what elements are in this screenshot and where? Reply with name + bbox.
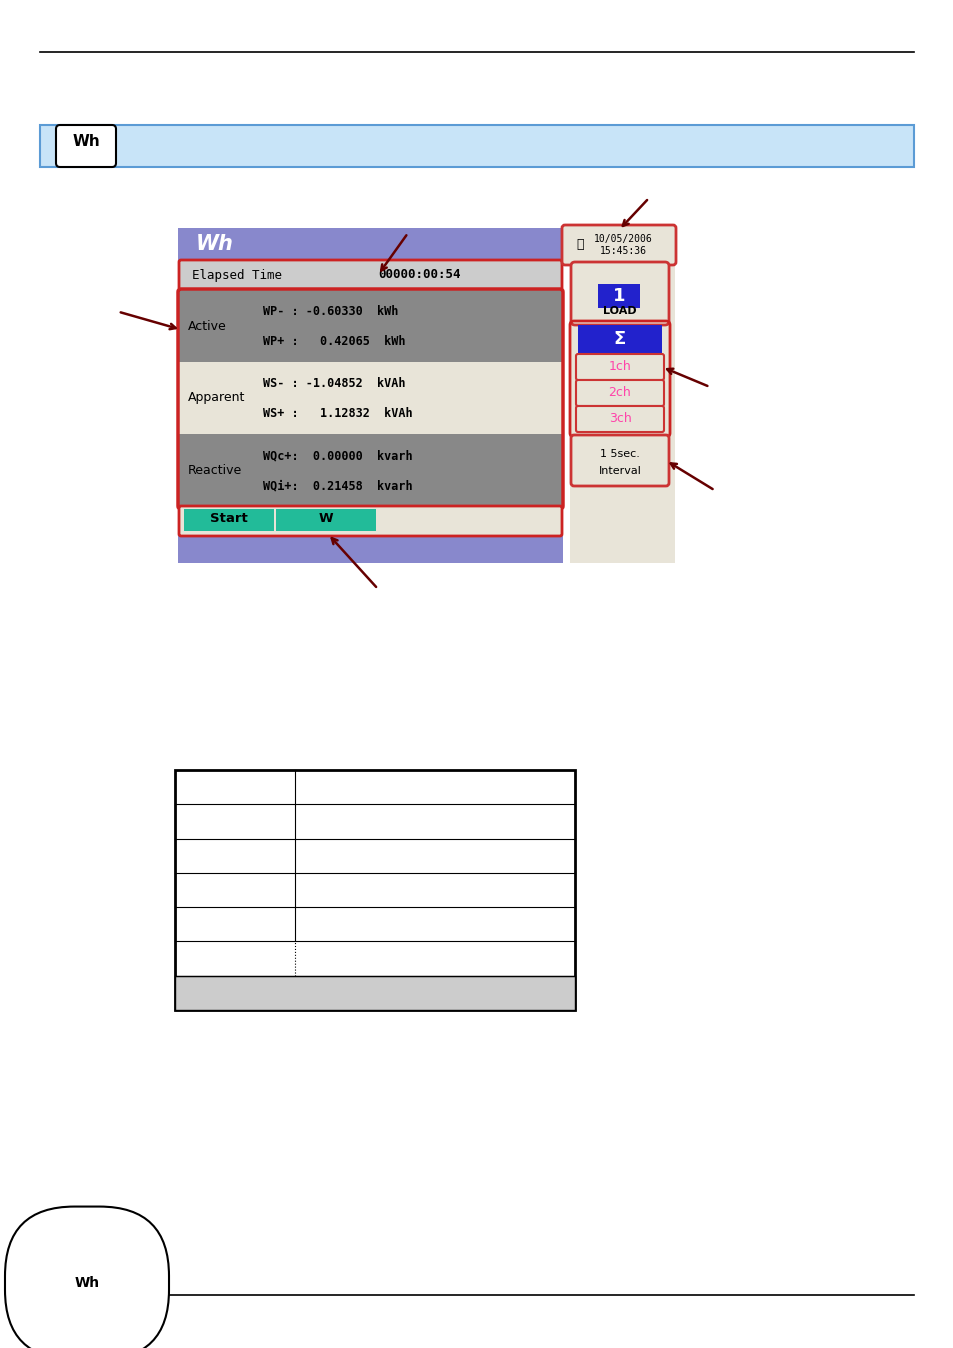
- FancyBboxPatch shape: [576, 380, 663, 406]
- FancyBboxPatch shape: [56, 125, 116, 167]
- Text: Σ: Σ: [613, 330, 625, 348]
- Text: LOAD: LOAD: [602, 306, 637, 315]
- Text: 1: 1: [612, 287, 624, 305]
- Text: WP- : -0.60330  kWh: WP- : -0.60330 kWh: [263, 305, 398, 318]
- FancyBboxPatch shape: [571, 262, 668, 325]
- Text: 🎥: 🎥: [576, 239, 583, 252]
- Text: Wh: Wh: [195, 235, 233, 253]
- Text: Wh: Wh: [72, 133, 100, 148]
- Text: 3ch: 3ch: [608, 412, 631, 426]
- FancyBboxPatch shape: [576, 355, 663, 380]
- Text: Reactive: Reactive: [188, 464, 242, 476]
- Text: W: W: [318, 512, 333, 526]
- Bar: [174, 976, 575, 1010]
- Text: WP+ :   0.42065  kWh: WP+ : 0.42065 kWh: [263, 336, 405, 348]
- FancyBboxPatch shape: [571, 435, 668, 487]
- Bar: [178, 228, 562, 563]
- Text: 00000:00:54: 00000:00:54: [377, 268, 460, 282]
- Bar: [178, 434, 562, 506]
- Text: Elapsed Time: Elapsed Time: [192, 268, 282, 282]
- FancyBboxPatch shape: [561, 225, 676, 266]
- Bar: [40, 125, 913, 167]
- Bar: [184, 510, 274, 531]
- Bar: [275, 510, 375, 531]
- Text: WS- : -1.04852  kVAh: WS- : -1.04852 kVAh: [263, 377, 405, 390]
- Text: WQi+:  0.21458  kvarh: WQi+: 0.21458 kvarh: [263, 480, 413, 492]
- Text: Wh: Wh: [74, 1277, 99, 1290]
- Bar: [174, 770, 575, 1010]
- Text: 1 5sec.: 1 5sec.: [599, 449, 639, 460]
- Text: 10/05/2006
15:45:36: 10/05/2006 15:45:36: [593, 233, 652, 256]
- Text: Active: Active: [188, 319, 227, 333]
- Bar: [598, 284, 639, 307]
- Text: Apparent: Apparent: [188, 391, 245, 404]
- Text: Interval: Interval: [598, 466, 640, 476]
- FancyBboxPatch shape: [576, 406, 663, 431]
- Text: WQc+:  0.00000  kvarh: WQc+: 0.00000 kvarh: [263, 449, 413, 462]
- Text: 1ch: 1ch: [608, 360, 631, 373]
- Bar: [178, 228, 562, 260]
- Bar: [569, 228, 675, 563]
- Bar: [178, 363, 562, 434]
- FancyBboxPatch shape: [179, 506, 561, 537]
- Text: WS+ :   1.12832  kVAh: WS+ : 1.12832 kVAh: [263, 407, 413, 421]
- Text: Start: Start: [210, 512, 248, 526]
- FancyBboxPatch shape: [179, 260, 561, 293]
- Bar: [578, 325, 661, 353]
- Text: 2ch: 2ch: [608, 387, 631, 399]
- Bar: [178, 290, 562, 363]
